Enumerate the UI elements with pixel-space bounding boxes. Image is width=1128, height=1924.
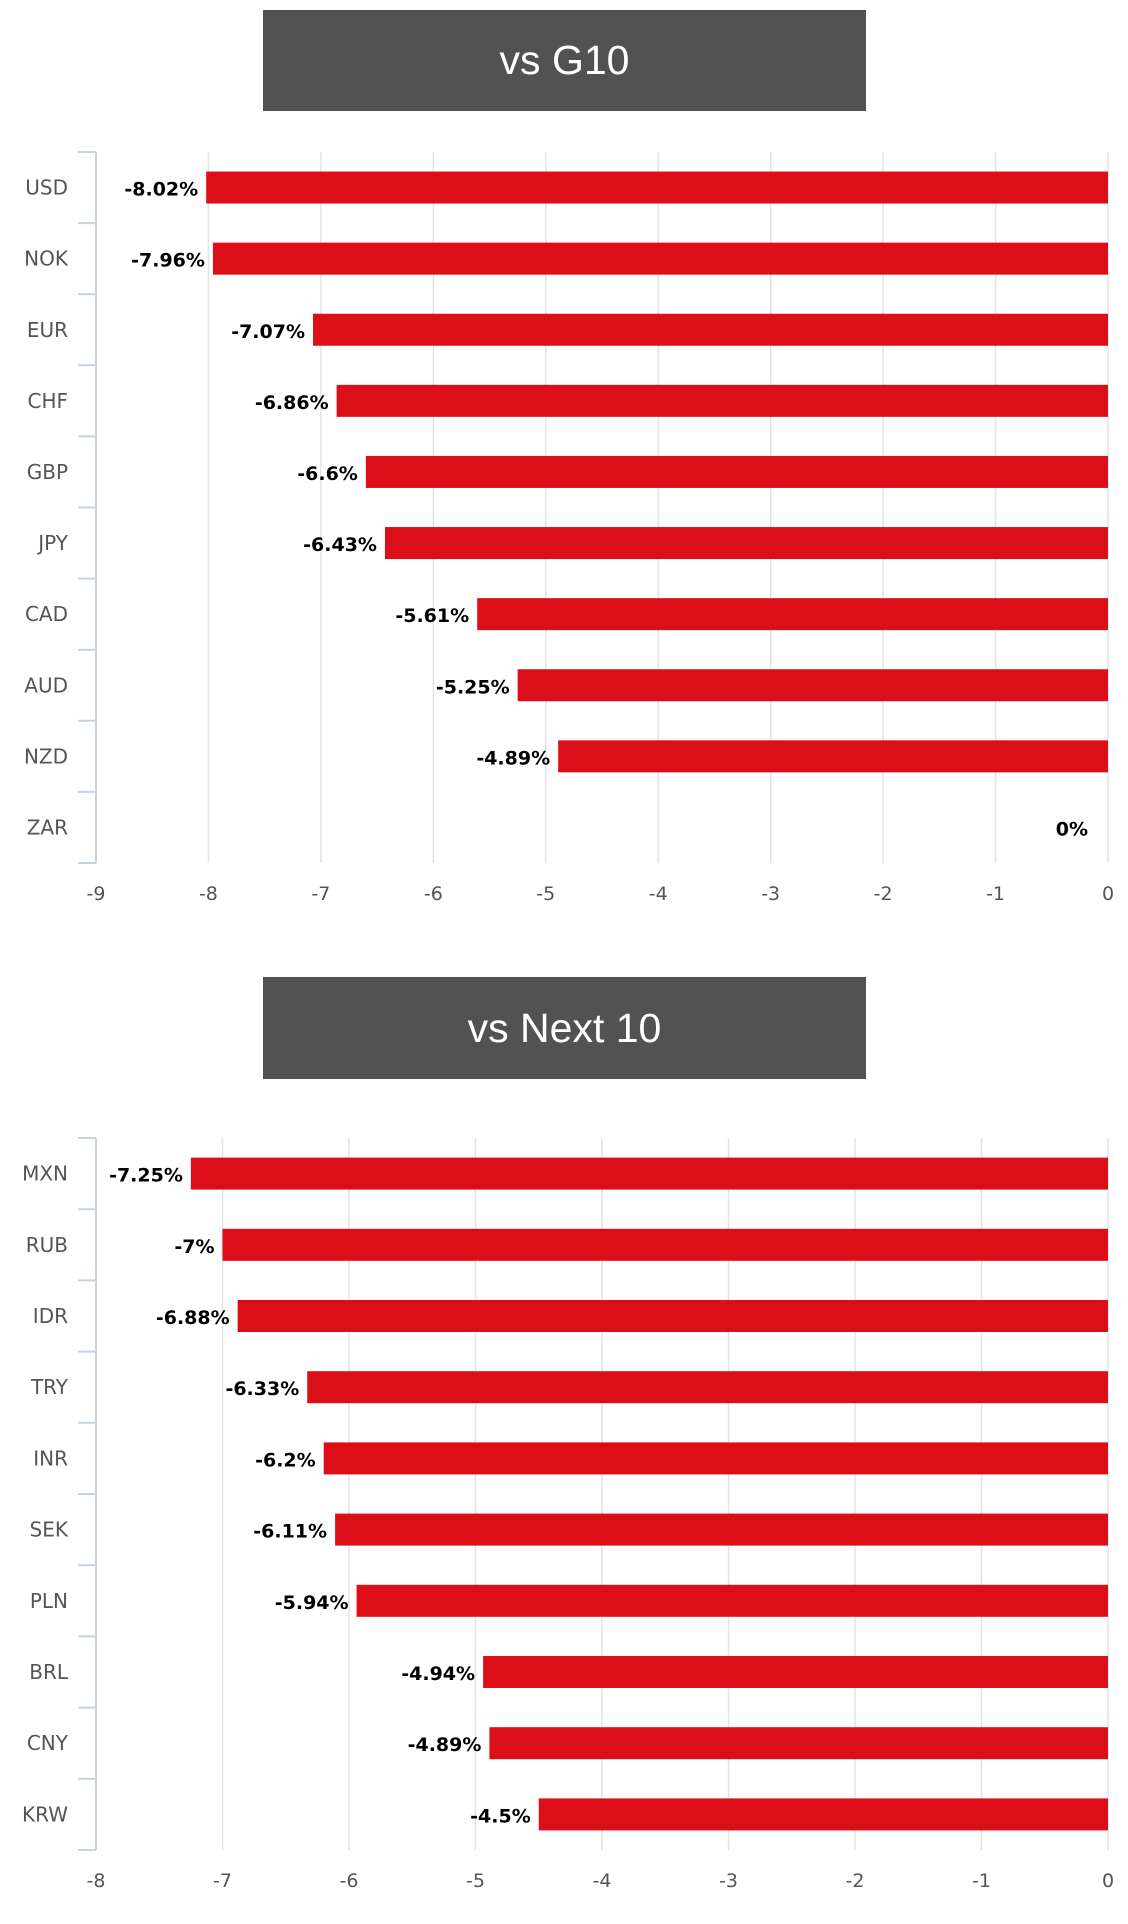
category-label: CAD xyxy=(25,602,68,626)
bar-sek xyxy=(335,1513,1109,1546)
data-label: -6.88% xyxy=(156,1307,230,1329)
data-label: -5.25% xyxy=(436,676,510,698)
category-label: KRW xyxy=(22,1802,68,1826)
category-label: CHF xyxy=(27,389,68,413)
category-label: TRY xyxy=(30,1375,69,1399)
x-tick-label: -9 xyxy=(87,883,106,905)
x-tick-label: -2 xyxy=(846,1870,865,1892)
data-label: -6.86% xyxy=(255,392,329,414)
x-tick-label: -1 xyxy=(972,1870,991,1892)
x-tick-label: -3 xyxy=(761,883,780,905)
x-tick-label: -5 xyxy=(536,883,555,905)
data-label: -5.94% xyxy=(275,1592,349,1614)
x-tick-label: -4 xyxy=(593,1870,612,1892)
x-tick-label: -2 xyxy=(874,883,893,905)
data-label: -7.96% xyxy=(131,250,205,272)
bar-rub xyxy=(222,1228,1108,1261)
category-label: GBP xyxy=(27,460,68,484)
data-label: -6.2% xyxy=(255,1449,316,1471)
bar-brl xyxy=(483,1656,1109,1688)
category-label: IDR xyxy=(33,1304,68,1328)
category-label: AUD xyxy=(24,673,68,697)
data-label: -6.33% xyxy=(225,1378,299,1400)
data-label: -5.61% xyxy=(395,605,469,627)
bar-eur xyxy=(313,313,1108,346)
bar-chf xyxy=(336,384,1108,417)
x-tick-label: -3 xyxy=(719,1870,738,1892)
data-label: -4.94% xyxy=(401,1663,475,1685)
category-label: NZD xyxy=(24,744,68,768)
bar-cad xyxy=(477,598,1109,631)
chart-title-g10: vs G10 xyxy=(263,10,866,111)
x-tick-label: -5 xyxy=(466,1870,485,1892)
bar-inr xyxy=(323,1442,1108,1475)
data-label: 0% xyxy=(1056,818,1088,840)
x-tick-label: -8 xyxy=(199,883,218,905)
data-label: -7.07% xyxy=(231,321,305,343)
x-tick-label: -4 xyxy=(649,883,668,905)
bar-gbp xyxy=(365,455,1108,488)
chart-title-next10: vs Next 10 xyxy=(263,977,866,1079)
bar-idr xyxy=(237,1300,1108,1332)
category-label: EUR xyxy=(27,318,68,342)
bar-aud xyxy=(517,669,1108,702)
bar-pln xyxy=(356,1584,1109,1617)
data-label: -8.02% xyxy=(124,179,198,201)
bar-nok xyxy=(212,242,1109,275)
data-label: -6.6% xyxy=(297,463,358,485)
category-label: INR xyxy=(33,1446,68,1470)
bar-jpy xyxy=(384,527,1109,560)
chart-g10: -9 -8 -7 -6 -5 -4 -3 -2 -1 0 USD -8.02% NOK -7.96% EUR… xyxy=(24,151,1114,905)
category-label: NOK xyxy=(24,247,69,271)
x-tick-label: 0 xyxy=(1102,883,1114,905)
x-tick-label: -8 xyxy=(87,1870,106,1892)
category-label: MXN xyxy=(22,1162,68,1186)
data-label: -6.11% xyxy=(253,1521,327,1543)
data-label: -4.89% xyxy=(408,1734,482,1756)
x-tick-label: -7 xyxy=(311,883,330,905)
data-label: -7.25% xyxy=(109,1165,183,1187)
category-label: PLN xyxy=(30,1589,68,1613)
category-label: SEK xyxy=(30,1518,69,1542)
data-label: -7% xyxy=(174,1236,214,1258)
bar-nzd xyxy=(558,740,1108,773)
data-label: -4.5% xyxy=(470,1805,531,1827)
x-tick-label: 0 xyxy=(1102,1870,1114,1892)
bar-cny xyxy=(489,1727,1108,1760)
x-tick-label: -1 xyxy=(986,883,1005,905)
category-label: ZAR xyxy=(27,815,68,839)
bar-try xyxy=(307,1371,1108,1404)
category-label: CNY xyxy=(27,1731,69,1755)
x-tick-label: -6 xyxy=(340,1870,359,1892)
category-label: USD xyxy=(25,176,68,200)
x-tick-label: -6 xyxy=(424,883,443,905)
data-label: -6.43% xyxy=(303,534,377,556)
data-label: -4.89% xyxy=(476,747,550,769)
bar-mxn xyxy=(190,1157,1108,1190)
bar-krw xyxy=(538,1798,1108,1831)
category-label: BRL xyxy=(29,1660,69,1684)
category-label: JPY xyxy=(36,531,69,555)
x-tick-label: -7 xyxy=(213,1870,232,1892)
bar-usd xyxy=(206,171,1108,204)
category-label: RUB xyxy=(26,1233,68,1257)
